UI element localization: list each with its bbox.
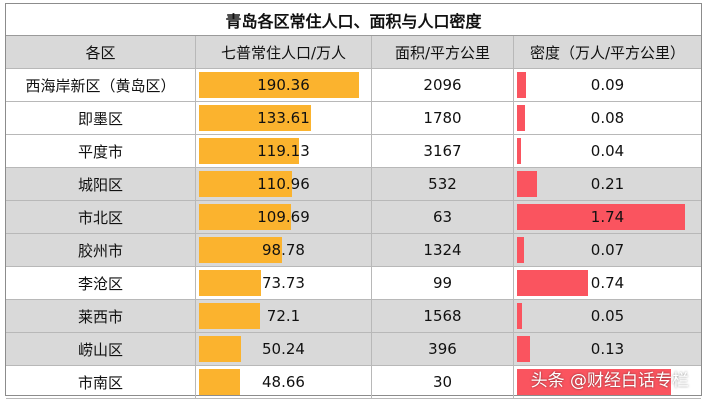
- density-cell: 0.08: [514, 102, 701, 135]
- population-value: 133.61: [257, 109, 310, 127]
- density-cell: 0.21: [514, 168, 701, 201]
- density-bar: [517, 336, 530, 362]
- table-row: 西海岸新区（黄岛区） 190.36 2096 0.09: [6, 69, 701, 102]
- header-density: 密度（万人/平方公里）: [514, 36, 701, 69]
- density-bar: [517, 171, 538, 197]
- area-cell: 1324: [372, 234, 514, 267]
- population-bar: [199, 237, 283, 263]
- area-cell: 532: [372, 168, 514, 201]
- density-cell: 0.07: [514, 234, 701, 267]
- table-frame: 青岛各区常住人口、面积与人口密度 各区 七普常住人口/万人 面积/平方公里 密度…: [5, 3, 702, 399]
- density-cell: 0.05: [514, 300, 701, 333]
- area-cell: 2096: [372, 69, 514, 102]
- population-bar: [199, 171, 293, 197]
- density-value: 0.05: [590, 307, 625, 325]
- density-bar: [517, 204, 685, 230]
- density-cell: 1.74: [514, 201, 701, 234]
- table-row: 市南区 48.66 30: [6, 366, 701, 399]
- table-row: 崂山区 50.24 396 0.13: [6, 333, 701, 366]
- density-value: 0.08: [590, 109, 625, 127]
- density-value: 0.74: [590, 274, 625, 292]
- population-cell: 98.78: [196, 234, 372, 267]
- density-cell: 0.13: [514, 333, 701, 366]
- population-value: 109.69: [257, 208, 310, 226]
- area-cell: 99: [372, 267, 514, 300]
- area-cell: 1780: [372, 102, 514, 135]
- population-bar: [199, 336, 242, 362]
- area-cell: 63: [372, 201, 514, 234]
- population-value: 50.24: [262, 340, 305, 358]
- population-value: 73.73: [262, 274, 305, 292]
- table-row: 平度市 119.13 3167 0.04: [6, 135, 701, 168]
- area-cell: 30: [372, 366, 514, 399]
- district-cell: 平度市: [6, 135, 196, 168]
- district-cell: 崂山区: [6, 333, 196, 366]
- density-value: 0.13: [590, 340, 625, 358]
- header-district: 各区: [6, 36, 196, 69]
- district-cell: 城阳区: [6, 168, 196, 201]
- population-cell: 119.13: [196, 135, 372, 168]
- population-value: 110.96: [257, 175, 310, 193]
- district-cell: 市南区: [6, 366, 196, 399]
- density-value: 0.07: [590, 241, 625, 259]
- density-cell: [514, 366, 701, 399]
- population-cell: 73.73: [196, 267, 372, 300]
- density-bar: [517, 270, 589, 296]
- density-value: 1.74: [590, 208, 625, 226]
- density-bar: [517, 237, 524, 263]
- table-row: 城阳区 110.96 532 0.21: [6, 168, 701, 201]
- table-row: 即墨区 133.61 1780 0.08: [6, 102, 701, 135]
- density-bar: [517, 303, 522, 329]
- population-bar: [199, 138, 300, 164]
- density-bar: [517, 369, 672, 395]
- density-cell: 0.09: [514, 69, 701, 102]
- district-cell: 莱西市: [6, 300, 196, 333]
- table-row: 市北区 109.69 63 1.74: [6, 201, 701, 234]
- table-row: 莱西市 72.1 1568 0.05: [6, 300, 701, 333]
- header-population: 七普常住人口/万人: [196, 36, 372, 69]
- district-cell: 即墨区: [6, 102, 196, 135]
- density-bar: [517, 72, 526, 98]
- population-value: 98.78: [262, 241, 305, 259]
- population-cell: 190.36: [196, 69, 372, 102]
- density-value: 0.04: [590, 142, 625, 160]
- population-cell: 72.1: [196, 300, 372, 333]
- population-bar: [199, 72, 359, 98]
- table-row: 李沧区 73.73 99 0.74: [6, 267, 701, 300]
- population-value: 72.1: [266, 307, 301, 325]
- area-cell: 3167: [372, 135, 514, 168]
- header-row: 各区 七普常住人口/万人 面积/平方公里 密度（万人/平方公里）: [6, 36, 701, 69]
- density-cell: 0.74: [514, 267, 701, 300]
- population-value: 190.36: [257, 76, 310, 94]
- population-cell: 133.61: [196, 102, 372, 135]
- area-cell: 1568: [372, 300, 514, 333]
- district-cell: 市北区: [6, 201, 196, 234]
- population-bar: [199, 369, 240, 395]
- watermark: 头条 @财经白话专栏: [530, 370, 689, 391]
- density-cell: 0.04: [514, 135, 701, 168]
- density-bar: [517, 138, 521, 164]
- table-row: 胶州市 98.78 1324 0.07: [6, 234, 701, 267]
- population-bar: [199, 303, 260, 329]
- area-cell: 396: [372, 333, 514, 366]
- population-bar: [199, 270, 261, 296]
- header-area: 面积/平方公里: [372, 36, 514, 69]
- population-bar: [199, 204, 292, 230]
- population-cell: 109.69: [196, 201, 372, 234]
- district-cell: 西海岸新区（黄岛区）: [6, 69, 196, 102]
- density-bar: [517, 105, 525, 131]
- density-value: 0.21: [590, 175, 625, 193]
- district-cell: 胶州市: [6, 234, 196, 267]
- population-value: 119.13: [257, 142, 310, 160]
- table-title: 青岛各区常住人口、面积与人口密度: [6, 4, 701, 36]
- population-value: 48.66: [262, 373, 305, 391]
- district-cell: 李沧区: [6, 267, 196, 300]
- population-cell: 50.24: [196, 333, 372, 366]
- density-value: 0.09: [590, 76, 625, 94]
- population-cell: 48.66: [196, 366, 372, 399]
- population-bar: [199, 105, 312, 131]
- population-cell: 110.96: [196, 168, 372, 201]
